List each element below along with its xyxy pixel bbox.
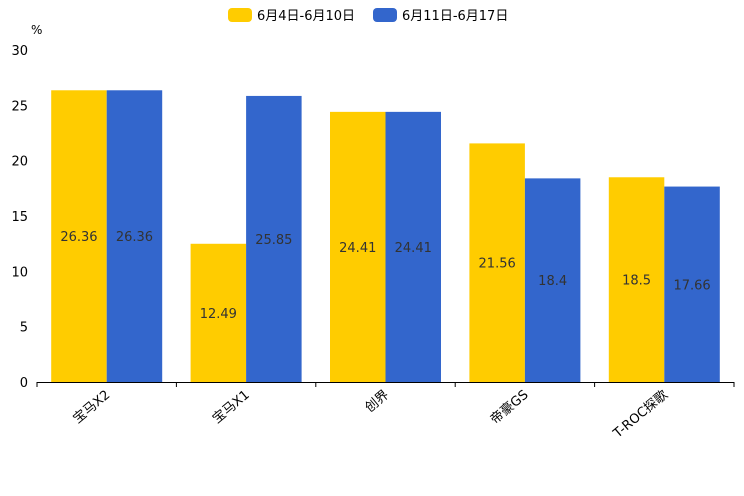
bar-value-label: 18.4	[538, 274, 567, 289]
bar-value-label: 12.49	[200, 307, 237, 322]
y-tick-label: 15	[11, 210, 28, 225]
bar-week2[interactable]	[246, 95, 302, 382]
legend-label[interactable]: 6月4日-6月10日	[257, 9, 355, 24]
bar-value-label: 21.56	[479, 257, 516, 272]
bar-value-label: 18.5	[622, 274, 651, 289]
x-category-label: T-ROC探歌	[610, 388, 671, 442]
bar-week1[interactable]	[190, 243, 247, 382]
bar-week2[interactable]	[106, 90, 163, 383]
y-axis-unit: %	[31, 23, 42, 37]
bar-value-label: 24.41	[395, 241, 432, 256]
bar-value-label: 26.36	[60, 230, 97, 245]
bar-week1[interactable]	[608, 177, 665, 382]
bar-value-label: 26.36	[116, 230, 153, 245]
bar-week1[interactable]	[51, 90, 107, 383]
y-tick-label: 10	[11, 265, 28, 280]
bar-value-label: 24.41	[339, 241, 376, 256]
bar-value-label: 17.66	[673, 278, 710, 293]
bar-week1[interactable]	[469, 143, 525, 382]
bar-week2[interactable]	[385, 111, 442, 382]
x-category-label: 宝马X2	[71, 388, 114, 427]
bar-week2[interactable]	[524, 178, 581, 382]
bars: 26.36 26.36 12.49 25.85 24.41 24.41 21.56 18.4 1…	[51, 90, 720, 383]
y-tick-label: 0	[20, 376, 28, 391]
legend-label[interactable]: 6月11日-6月17日	[402, 9, 508, 24]
y-tick-label: 5	[20, 321, 28, 336]
bar-value-label: 25.85	[255, 233, 292, 248]
legend: 6月4日-6月10日 6月11日-6月17日	[228, 8, 508, 24]
y-tick-label: 25	[11, 99, 28, 114]
x-category-label: 创界	[363, 388, 393, 416]
x-category-label: 宝马X1	[210, 388, 253, 427]
legend-swatch	[228, 8, 252, 22]
y-tick-label: 30	[11, 44, 28, 59]
x-axis: 宝马X2 宝马X1 创界 帝豪GS T-ROC探歌	[36, 382, 735, 442]
y-axis: 0 5 10 15 20 25 30	[11, 44, 28, 391]
y-tick-label: 20	[11, 155, 28, 170]
bar-week2[interactable]	[664, 186, 720, 382]
x-category-label: 帝豪GS	[487, 387, 531, 428]
bar-week1[interactable]	[330, 111, 386, 382]
legend-swatch	[373, 8, 397, 22]
